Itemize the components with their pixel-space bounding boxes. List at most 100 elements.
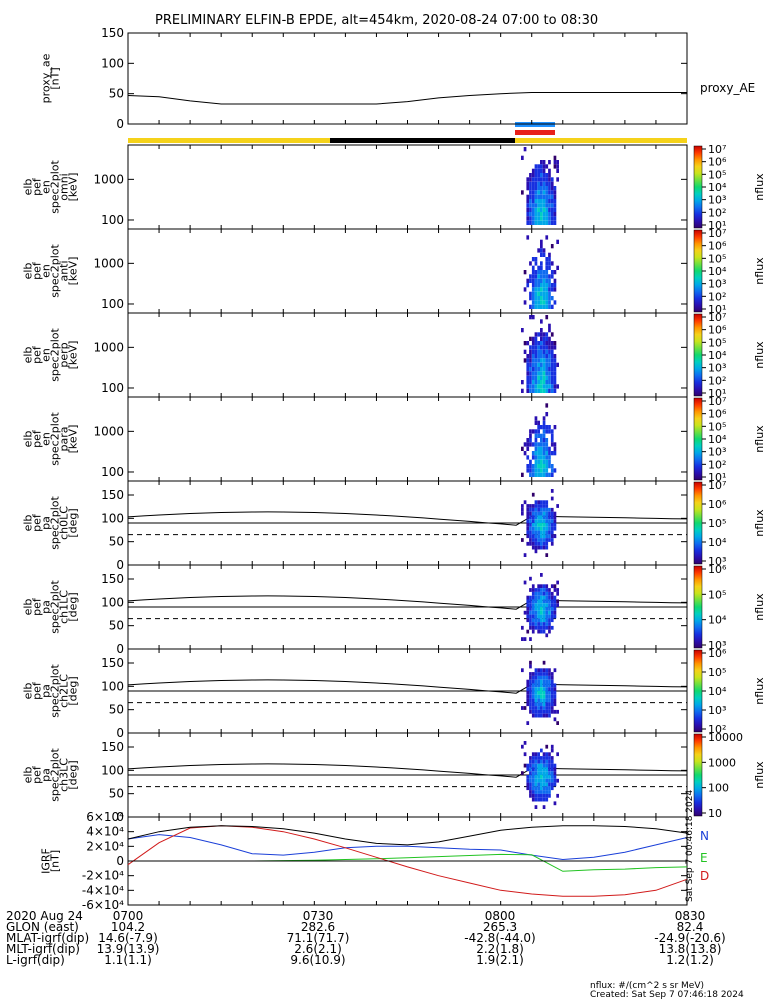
heatmap-cell [531,519,535,523]
heatmap-cell [534,793,538,798]
heatmap-cell [540,534,543,539]
heatmap-cell [534,212,538,217]
heatmap-cell [556,177,559,182]
heatmap-cell [553,775,557,779]
ylabel-line: ch1LC [58,590,71,624]
panel-frame [127,32,688,125]
heatmap-cell [534,380,538,385]
heatmap-cell [529,291,532,296]
ylabel-line: pef [31,765,44,784]
ytick-label: 100 [101,595,124,609]
colorbar-tick-label: 10⁶ [708,324,727,337]
heatmap-cell [542,358,546,363]
heatmap-cell [531,698,535,703]
heatmap-cell [526,610,530,615]
heatmap-cell [545,541,549,546]
heatmap-cell [537,698,540,703]
heatmap-cell [523,500,527,505]
heatmap-cell [537,296,540,301]
colorbar-tick-label: 10⁴ [708,181,727,194]
heatmap-cell [521,511,524,516]
heatmap-cell [548,629,551,634]
heatmap-cell [531,584,535,589]
heatmap-cell [534,549,538,554]
heatmap-cell [553,584,557,589]
heatmap-cell [529,442,532,447]
heatmap-cell [542,530,546,535]
heatmap-cell [545,216,549,221]
heatmap-cell [537,300,540,305]
colorbar-tick-label: 10² [708,206,726,219]
heatmap-cell [545,190,549,195]
heatmap-cell [537,603,540,607]
ephem-value: 104.2 [111,920,145,934]
heatmap-cell [550,519,554,523]
heatmap-cell [556,603,559,607]
ylabel-line: [deg] [67,592,80,621]
heatmap-cell [531,194,535,199]
heatmap-cell [540,354,543,359]
heatmap-cell [550,442,554,447]
heatmap-cell [545,534,549,539]
heatmap-cell [531,629,535,634]
heatmap-cell [548,511,551,516]
heatmap-cell [540,442,543,447]
heatmap-cell [550,375,554,380]
ytick-label: 100 [101,213,124,227]
heatmap-cell [529,778,532,783]
heatmap-cell [542,672,546,676]
heatmap-cell [550,296,554,301]
heatmap-cell [537,420,540,425]
heatmap-cell [521,328,524,333]
ytick-label: 1000 [93,340,124,354]
heatmap-cell [542,698,546,703]
heatmap-cell [534,164,538,169]
heatmap-cell [537,763,540,768]
heatmap-cell [540,296,543,301]
heatmap-cell [534,388,538,393]
ylabel-line: pef [31,681,44,700]
heatmap-cell [553,358,557,363]
colorbar-tick-label: 10 [708,807,722,820]
colorbar-tick-label: 10⁴ [708,349,727,362]
heatmap-cell [540,622,543,626]
heatmap-cell [540,713,543,718]
heatmap-cell [545,367,549,372]
heatmap-cell [540,190,543,195]
heatmap-cell [553,384,557,389]
heatmap-cell [531,278,535,283]
heatmap-cell [537,168,540,173]
ylabel-line: [deg] [67,508,80,537]
heatmap-cell [542,283,546,288]
heatmap-cell [540,464,543,469]
heatmap-cell [550,759,554,764]
heatmap-cell [542,332,546,337]
heatmap-cell [534,257,538,262]
heatmap-cell [529,771,532,775]
heatmap-cell [550,287,554,292]
heatmap-cell [529,790,532,794]
colorbar-tick-label: 10⁵ [708,588,726,601]
heatmap-cell [545,332,549,337]
ytick-label: 100 [101,297,124,311]
ytick-label: 150 [101,656,124,670]
heatmap-cell [553,511,557,516]
heatmap-cell [548,595,551,600]
heatmap-cell [542,429,546,434]
heatmap-cell [545,588,549,592]
heatmap-cell [531,691,535,695]
heatmap-cell [531,336,535,341]
heatmap-cell [540,511,543,516]
heatmap-cell [526,216,530,221]
heatmap-cell [534,756,538,760]
heatmap-cell [534,216,538,221]
heatmap-cell [531,291,535,296]
heatmap-cell [529,212,532,217]
heatmap-cell [553,380,557,385]
heatmap-cell [542,584,546,589]
heatmap-cell [545,181,549,186]
heatmap-cell [542,168,546,173]
heatmap-cell [529,576,532,581]
heatmap-cell [529,664,532,669]
ytick-label: 50 [109,87,124,101]
